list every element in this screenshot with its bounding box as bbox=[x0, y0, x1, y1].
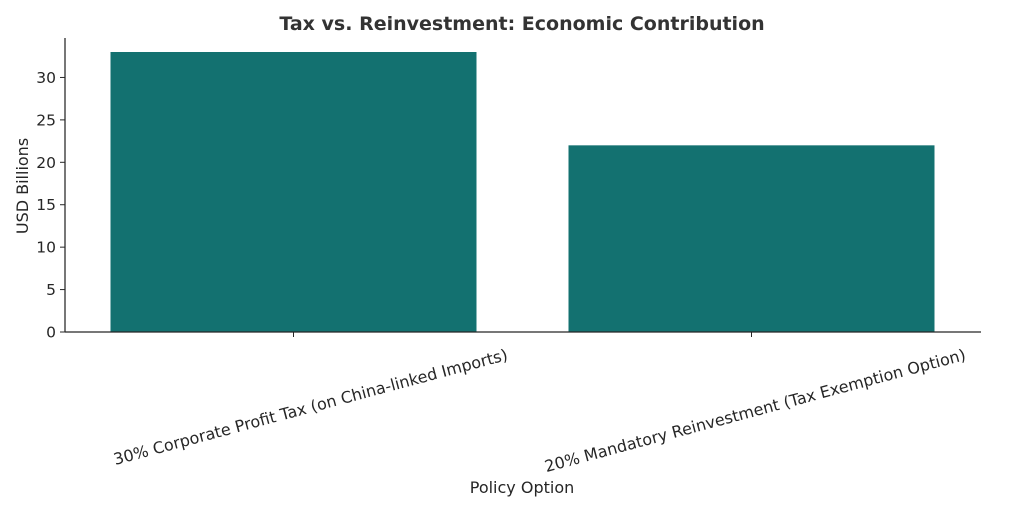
y-tick-label: 25 bbox=[36, 111, 56, 129]
y-axis-ticks: 0 5 10 15 20 25 30 bbox=[36, 69, 65, 342]
x-tick-label: 20% Mandatory Reinvestment (Tax Exemptio… bbox=[543, 345, 968, 476]
bar bbox=[110, 52, 477, 332]
bars-layer bbox=[110, 52, 935, 332]
y-tick-label: 10 bbox=[36, 239, 56, 257]
y-tick-label: 30 bbox=[36, 69, 56, 87]
x-tick-label: 30% Corporate Profit Tax (on China-linke… bbox=[111, 345, 509, 469]
x-axis-label: Policy Option bbox=[470, 478, 575, 497]
y-tick-label: 5 bbox=[46, 281, 56, 299]
y-axis-label: USD Billions bbox=[13, 138, 32, 234]
y-tick-label: 15 bbox=[36, 196, 56, 214]
chart-title: Tax vs. Reinvestment: Economic Contribut… bbox=[279, 13, 764, 35]
bar bbox=[568, 145, 935, 332]
y-tick-label: 0 bbox=[46, 324, 56, 342]
x-axis-ticks: 30% Corporate Profit Tax (on China-linke… bbox=[111, 332, 968, 476]
y-tick-label: 20 bbox=[36, 154, 56, 172]
